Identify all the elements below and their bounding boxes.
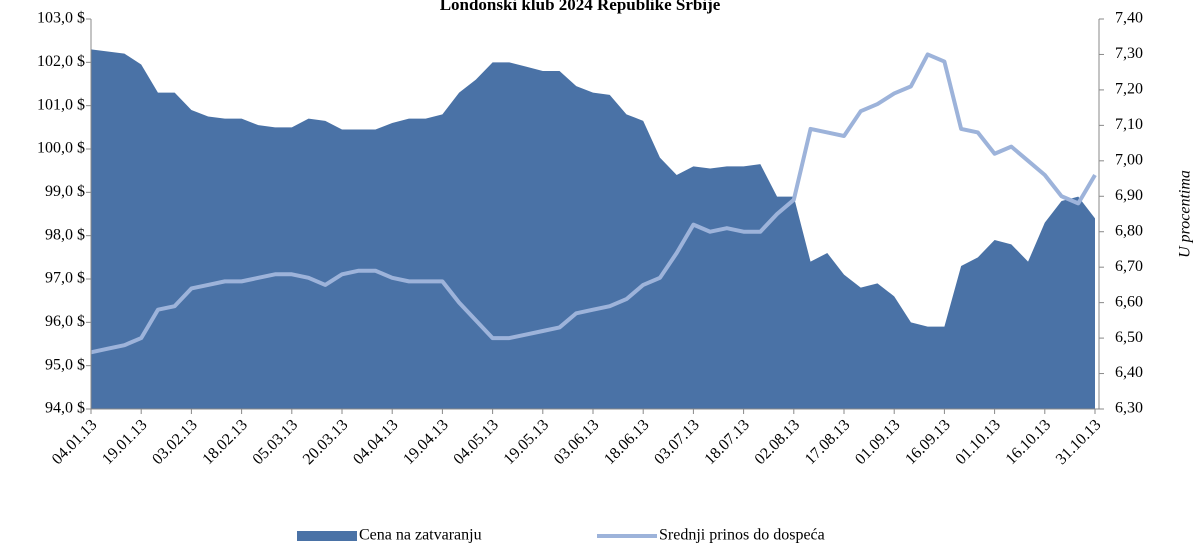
y-tick-label: 100,0 $ (37, 140, 85, 157)
y2-tick-label: 7,30 (1115, 45, 1143, 62)
legend-swatch (297, 531, 357, 541)
chart-title: Londonski klub 2024 Republike Srbije (440, 0, 721, 14)
y2-tick-label: 6,60 (1115, 293, 1143, 310)
price-area (91, 49, 1095, 409)
y-tick-label: 98,0 $ (45, 226, 85, 243)
x-tick-label: 16.10.13 (1003, 416, 1055, 468)
x-tick-label: 31.10.13 (1053, 416, 1105, 468)
yield-line (90, 52, 1097, 355)
x-tick-label: 18.06.13 (601, 416, 653, 468)
y2-tick-label: 6,70 (1115, 258, 1143, 275)
x-tick-label: 20.03.13 (300, 416, 352, 468)
y2-tick-label: 6,30 (1115, 400, 1143, 417)
y2-tick-label: 7,10 (1115, 116, 1143, 133)
legend-label: Srednji prinos do dospeća (659, 527, 825, 544)
y-tick-label: 99,0 $ (45, 183, 85, 200)
x-tick-label: 19.01.13 (99, 416, 151, 468)
x-tick-label: 04.01.13 (49, 416, 101, 468)
y-tick-label: 103,0 $ (37, 10, 85, 27)
x-tick-label: 04.04.13 (350, 416, 402, 468)
x-tick-label: 03.07.13 (651, 416, 703, 468)
x-tick-label: 19.04.13 (400, 416, 452, 468)
x-tick-label: 18.02.13 (199, 416, 251, 468)
y2-axis-label: U procentima (1177, 170, 1194, 258)
y2-tick-label: 7,40 (1115, 10, 1143, 27)
x-tick-label: 17.08.13 (802, 416, 854, 468)
x-tick-label: 03.06.13 (551, 416, 603, 468)
y-tick-label: 97,0 $ (45, 270, 85, 287)
y-tick-label: 95,0 $ (45, 356, 85, 373)
y2-tick-label: 7,20 (1115, 81, 1143, 98)
x-tick-label: 16.09.13 (902, 416, 954, 468)
y-tick-label: 96,0 $ (45, 313, 85, 330)
x-tick-label: 01.09.13 (852, 416, 904, 468)
x-tick-label: 03.02.13 (149, 416, 201, 468)
x-tick-label: 05.03.13 (250, 416, 302, 468)
x-tick-label: 01.10.13 (952, 416, 1004, 468)
y-tick-label: 101,0 $ (37, 96, 85, 113)
x-tick-label: 19.05.13 (501, 416, 553, 468)
y-tick-label: 94,0 $ (45, 400, 85, 417)
y2-tick-label: 6,50 (1115, 329, 1143, 346)
x-tick-label: 04.05.13 (450, 416, 502, 468)
y-tick-label: 102,0 $ (37, 53, 85, 70)
y2-tick-label: 6,80 (1115, 222, 1143, 239)
y2-tick-label: 6,40 (1115, 364, 1143, 381)
x-tick-label: 02.08.13 (752, 416, 804, 468)
y2-tick-label: 7,00 (1115, 151, 1143, 168)
legend-label: Cena na zatvaranju (359, 527, 482, 544)
y2-tick-label: 6,90 (1115, 187, 1143, 204)
x-tick-label: 18.07.13 (701, 416, 753, 468)
